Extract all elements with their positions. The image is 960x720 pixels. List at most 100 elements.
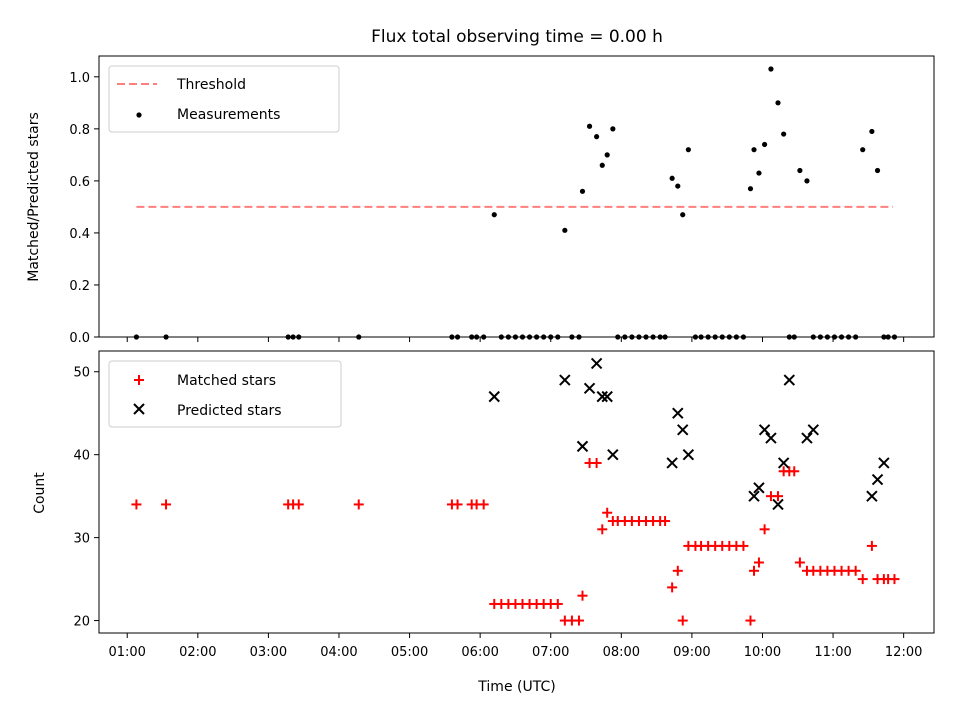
bottom-xtick-label: 10:00: [744, 645, 781, 660]
matched-star-marker: [866, 540, 877, 551]
measurement-point: [804, 178, 810, 184]
measurement-point: [781, 131, 787, 137]
bottom-legend-box: [108, 360, 342, 428]
predicted-star-marker: [576, 440, 589, 453]
measurement-point: [775, 100, 781, 106]
bottom-xtick-label: 12:00: [885, 645, 922, 660]
matched-star-marker: [478, 499, 489, 510]
bottom-legend: Matched stars Predicted stars: [108, 360, 342, 428]
matched-star-marker: [794, 557, 805, 568]
predicted-star-marker: [583, 382, 596, 395]
predicted-star-marker: [758, 424, 771, 436]
top-legend-box: [108, 65, 340, 133]
bottom-xtick-label: 04:00: [320, 645, 357, 660]
legend-predicted-label: Predicted stars: [177, 403, 282, 419]
bottom-xtick-label: 09:00: [673, 645, 710, 660]
predicted-star-marker: [677, 424, 689, 436]
measurement-point: [680, 212, 686, 218]
measurement-point: [604, 152, 610, 158]
matched-star-marker: [749, 565, 760, 576]
bottom-ylabel: Count: [32, 472, 48, 514]
measurement-point: [747, 186, 754, 192]
matched-star-marker: [773, 491, 784, 502]
predicted-star-marker: [871, 473, 884, 486]
matched-star-marker: [753, 557, 764, 568]
top-ytick-label: 1.0: [69, 71, 90, 86]
matched-star-marker: [759, 524, 770, 535]
predicted-star-marker: [753, 482, 765, 494]
measurement-point: [562, 227, 568, 233]
bottom-ytick-label: 30: [73, 532, 90, 547]
matched-star-marker: [667, 582, 678, 593]
bottom-ytick-label: 20: [73, 615, 90, 630]
bottom-y-axis: 20 30 40 50: [73, 366, 99, 630]
measurement-point: [874, 167, 881, 174]
bottom-xtick-label: 08:00: [603, 645, 640, 660]
predicted-legend-swatch: [133, 403, 145, 415]
predicted-star-marker: [682, 448, 695, 461]
matched-star-marker: [161, 499, 172, 510]
bottom-xtick-label: 07:00: [532, 645, 569, 660]
measurement-point: [768, 66, 774, 72]
matched-star-marker: [597, 524, 608, 535]
measurement-point: [594, 134, 600, 140]
matched-star-marker: [677, 615, 688, 626]
matched-star-marker: [889, 574, 900, 585]
bottom-xlabel: Time (UTC): [477, 679, 555, 695]
predicted-star-marker: [596, 390, 608, 403]
bottom-axes-frame: [98, 350, 935, 634]
matched-legend-swatch: [134, 375, 144, 385]
predicted-star-marker: [666, 457, 678, 469]
top-ytick-label: 0.2: [69, 279, 90, 294]
measurement-point: [599, 162, 605, 168]
measurement-point: [869, 128, 875, 135]
matched-star-marker: [745, 615, 756, 626]
predicted-star-marker: [765, 432, 777, 444]
matched-star-marker: [353, 499, 364, 510]
measurement-point: [579, 188, 586, 194]
legend-matched-label: Matched stars: [177, 373, 276, 389]
legend-threshold-label: Threshold: [176, 77, 246, 93]
predicted-star-marker: [488, 390, 500, 403]
measurement-point: [675, 183, 681, 189]
measurements-legend-swatch: [136, 112, 142, 118]
top-ytick-label: 0.4: [69, 227, 90, 242]
measurement-point: [762, 141, 768, 148]
bottom-ytick-label: 40: [73, 449, 90, 464]
bottom-plot-area: [131, 357, 900, 626]
matched-star-marker: [293, 499, 304, 510]
measurement-point: [669, 175, 675, 181]
top-x-axis-ticks: [126, 337, 905, 342]
measurement-point: [860, 147, 866, 153]
top-ylabel: Matched/Predicted stars: [26, 112, 42, 282]
bottom-xtick-label: 05:00: [391, 645, 428, 660]
matched-star-marker: [738, 540, 749, 551]
top-ytick-label: 0.6: [69, 175, 90, 190]
predicted-star-marker: [783, 374, 796, 386]
matched-star-marker: [789, 466, 800, 477]
bottom-ytick-label: 50: [73, 366, 90, 381]
matched-star-marker: [131, 499, 142, 510]
predicted-star-marker: [590, 357, 603, 370]
measurement-point: [797, 167, 803, 174]
predicted-star-marker: [772, 498, 784, 511]
matched-star-marker: [602, 507, 613, 518]
measurement-point: [491, 212, 497, 218]
predicted-star-marker: [607, 448, 619, 461]
matched-star-marker: [660, 516, 671, 527]
matched-star-marker: [857, 574, 868, 585]
predicted-star-marker: [777, 457, 790, 469]
predicted-star-marker: [878, 457, 890, 469]
top-chart-title: Flux total observing time = 0.00 h: [371, 27, 663, 47]
measurement-point: [586, 123, 593, 129]
top-legend: Threshold Measurements: [108, 65, 340, 133]
predicted-star-marker: [559, 374, 571, 386]
predicted-star-marker: [801, 432, 813, 444]
measurement-point: [756, 170, 762, 176]
bottom-xtick-label: 11:00: [814, 645, 851, 660]
bottom-xtick-label: 01:00: [108, 645, 145, 660]
bottom-xtick-label: 03:00: [250, 645, 287, 660]
top-ytick-label: 0.8: [69, 123, 90, 138]
matched-star-marker: [672, 565, 683, 576]
legend-measurements-label: Measurements: [177, 107, 280, 123]
